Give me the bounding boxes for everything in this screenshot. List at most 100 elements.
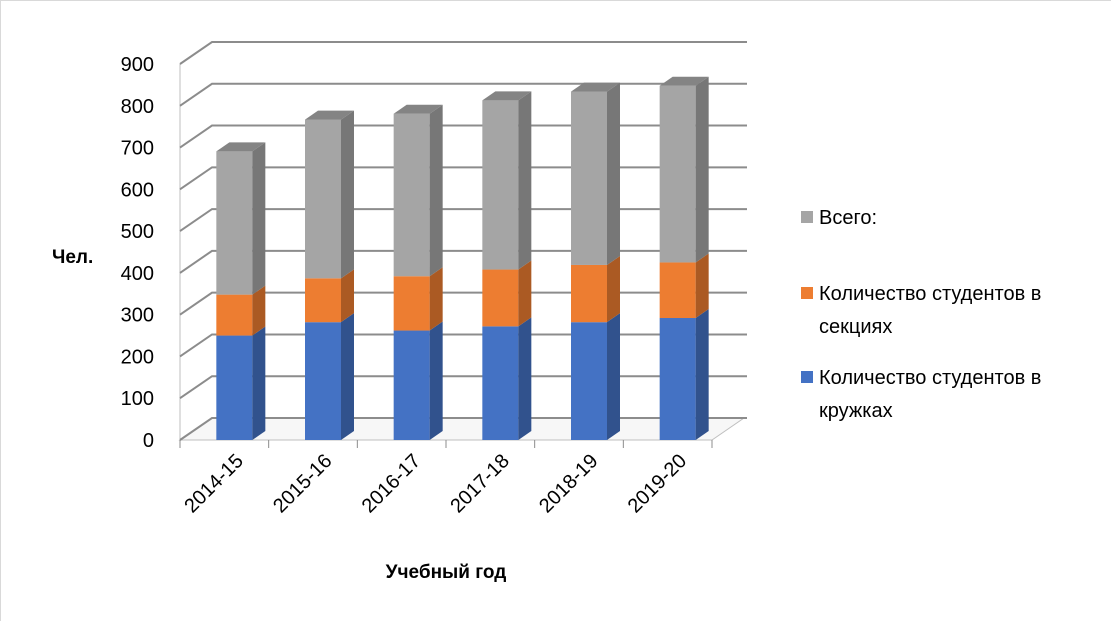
- bar-front: [571, 91, 607, 265]
- y-tick-label: 400: [121, 263, 154, 285]
- y-axis-ticks: 0 100 200 300 400 500 600 700 800 900: [121, 54, 154, 452]
- x-tick-label: 2018-19: [535, 450, 602, 517]
- bar-front: [659, 262, 696, 319]
- x-axis-ticks: 2014-15 2015-16 2016-17 2017-18 2018-19 2019-…: [179, 440, 713, 517]
- bar-segment: [659, 253, 709, 319]
- legend-label: Количество студентов в: [819, 283, 1041, 305]
- bar-segment: [393, 321, 443, 440]
- bar-side: [341, 269, 354, 323]
- legend-item: Количество студентов в кружках: [801, 367, 1041, 422]
- gridlines: [179, 41, 747, 441]
- bar-front: [216, 294, 253, 336]
- y-tick-label: 600: [121, 179, 154, 201]
- y-axis-title: Чел.: [52, 247, 93, 268]
- x-tick-label: 2014-15: [180, 450, 247, 517]
- bar-front: [482, 100, 519, 270]
- gridline: [179, 82, 747, 107]
- bar-side: [518, 317, 532, 440]
- legend-item: Всего:: [801, 207, 877, 229]
- gridline: [179, 166, 747, 191]
- bar-segment: [482, 317, 532, 440]
- bar-top: [393, 104, 443, 114]
- legend-label: Всего:: [819, 207, 877, 229]
- bar-side: [341, 110, 354, 279]
- gridline: [179, 249, 747, 274]
- gridline: [179, 124, 747, 149]
- x-tick-label: 2017-18: [446, 450, 513, 517]
- gridline: [179, 208, 747, 232]
- gridline: [179, 417, 747, 441]
- bar-side: [607, 82, 620, 265]
- bar-top: [305, 110, 354, 120]
- bar-segment: [216, 285, 266, 336]
- bar-top: [482, 91, 532, 101]
- bar-front: [659, 318, 696, 440]
- legend-swatch: [801, 287, 813, 299]
- bar-segment: [305, 269, 354, 323]
- y-tick-label: 700: [121, 138, 154, 160]
- bar-front: [305, 322, 341, 440]
- bar-front: [216, 335, 253, 440]
- bar-side: [252, 142, 266, 295]
- x-tick-label: 2016-17: [358, 450, 425, 517]
- bar-segment: [659, 309, 709, 440]
- bar-segment: [393, 267, 443, 331]
- bar-side: [429, 104, 443, 277]
- bar-segment: [571, 255, 620, 323]
- bar-side: [695, 253, 709, 319]
- bar-front: [393, 113, 430, 277]
- bar-front: [571, 264, 607, 323]
- bar-side: [518, 260, 532, 327]
- bar-side: [252, 326, 266, 440]
- y-tick-label: 900: [121, 54, 154, 76]
- gridline: [179, 291, 747, 316]
- gridline: [179, 375, 747, 400]
- x-tick-label: 2019-20: [624, 450, 691, 517]
- bars: [216, 76, 709, 440]
- y-tick-label: 500: [121, 221, 154, 243]
- bar-front: [659, 85, 696, 263]
- bar-top: [659, 76, 709, 86]
- y-tick-label: 200: [121, 346, 154, 368]
- bar-side: [252, 285, 266, 336]
- bar-segment: [659, 76, 709, 263]
- y-tick-label: 300: [121, 305, 154, 327]
- bar-side: [695, 309, 709, 440]
- legend-item: Количество студентов в секциях: [801, 283, 1041, 338]
- y-tick-label: 100: [121, 388, 154, 410]
- bar-top: [571, 82, 620, 92]
- bar-front: [393, 330, 430, 440]
- legend-label: секциях: [819, 316, 892, 338]
- legend: Всего:Количество студентов всекцияхКолич…: [801, 207, 1041, 422]
- bar-side: [607, 255, 620, 323]
- bar-front: [482, 269, 519, 327]
- gridline: [179, 41, 747, 65]
- bar-side: [429, 267, 443, 331]
- legend-label: Количество студентов в: [819, 367, 1041, 389]
- x-tick-label: 2015-16: [269, 450, 336, 517]
- legend-label: кружках: [819, 400, 893, 422]
- bar-segment: [216, 142, 266, 295]
- legend-swatch: [801, 211, 813, 223]
- bar-segment: [305, 313, 354, 440]
- bar-segment: [571, 82, 620, 265]
- bar-side: [695, 76, 709, 263]
- bar-top: [216, 142, 266, 152]
- y-tick-label: 800: [121, 96, 154, 118]
- bar-front: [482, 326, 519, 440]
- bar-segment: [482, 91, 532, 270]
- bar-segment: [305, 110, 354, 279]
- bar-front: [571, 322, 607, 440]
- bar-front: [393, 276, 430, 331]
- bar-segment: [393, 104, 443, 277]
- bar-front: [305, 278, 341, 323]
- bar-side: [607, 313, 620, 440]
- x-axis-title: Учебный год: [386, 562, 507, 583]
- bar-segment: [216, 326, 266, 440]
- bar-front: [305, 119, 341, 279]
- y-tick-label: 0: [143, 430, 154, 452]
- legend-swatch: [801, 371, 813, 383]
- bar-side: [429, 321, 443, 440]
- gridline: [179, 333, 747, 358]
